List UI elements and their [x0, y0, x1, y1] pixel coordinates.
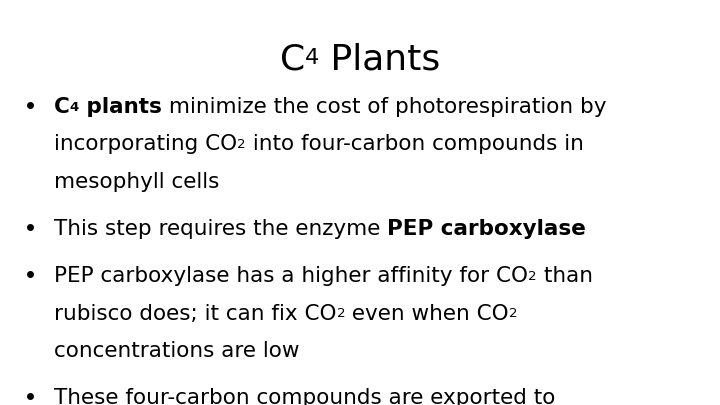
- Text: minimize the cost of photorespiration by: minimize the cost of photorespiration by: [162, 97, 606, 117]
- Text: 2: 2: [509, 307, 518, 320]
- Text: 2: 2: [528, 270, 536, 283]
- Text: concentrations are low: concentrations are low: [54, 341, 300, 361]
- Text: mesophyll cells: mesophyll cells: [54, 172, 220, 192]
- Text: plants: plants: [79, 97, 162, 117]
- Text: than: than: [536, 266, 593, 286]
- Text: C: C: [279, 43, 305, 77]
- Text: even when CO: even when CO: [345, 304, 509, 324]
- Text: Plants: Plants: [319, 43, 441, 77]
- Text: rubisco does; it can fix CO: rubisco does; it can fix CO: [54, 304, 336, 324]
- Text: PEP carboxylase has a higher affinity for CO: PEP carboxylase has a higher affinity fo…: [54, 266, 528, 286]
- Text: These four-carbon compounds are exported to: These four-carbon compounds are exported…: [54, 388, 555, 405]
- Text: This step requires the enzyme: This step requires the enzyme: [54, 219, 387, 239]
- Text: PEP carboxylase: PEP carboxylase: [387, 219, 586, 239]
- Text: C: C: [54, 97, 70, 117]
- Text: 2: 2: [237, 138, 246, 151]
- Text: into four-carbon compounds in: into four-carbon compounds in: [246, 134, 584, 154]
- Text: 4: 4: [305, 47, 319, 68]
- Text: 4: 4: [70, 101, 79, 114]
- Text: incorporating CO: incorporating CO: [54, 134, 237, 154]
- Text: 2: 2: [336, 307, 345, 320]
